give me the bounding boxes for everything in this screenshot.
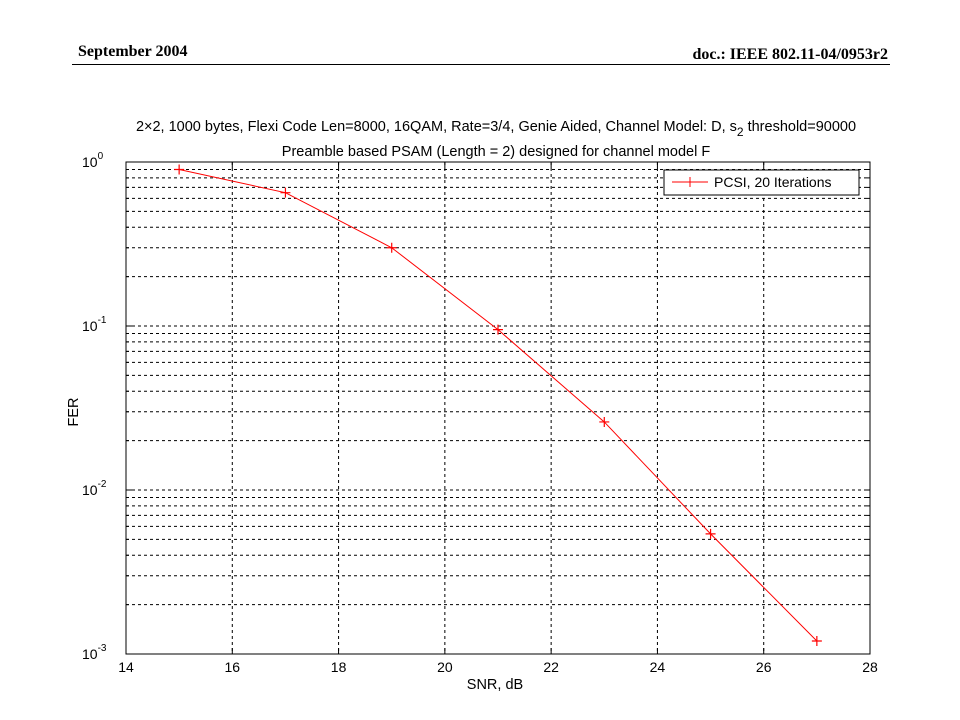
- header-doc-id: doc.: IEEE 802.11-04/0953r2: [692, 46, 888, 63]
- legend-marker-plus: [685, 177, 695, 187]
- data-point-marker: [280, 187, 291, 198]
- x-tick-label: 14: [118, 659, 134, 675]
- chart-title-subscript: 2: [737, 125, 744, 139]
- legend: PCSI, 20 Iterations: [663, 169, 860, 196]
- data-point-marker: [599, 416, 610, 427]
- y-tick-label: 10-2: [82, 479, 107, 498]
- x-tick-label: 18: [331, 659, 347, 675]
- x-tick-label: 20: [437, 659, 453, 675]
- header-divider: [72, 64, 890, 65]
- y-tick-label: 10-1: [82, 315, 107, 334]
- data-point-marker: [174, 164, 185, 175]
- data-point-marker: [811, 636, 822, 647]
- data-point-marker: [705, 528, 716, 539]
- series-line: [179, 169, 818, 642]
- chart-title-line2: Preamble based PSAM (Length = 2) designe…: [282, 144, 711, 160]
- legend-label: PCSI, 20 Iterations: [714, 174, 832, 190]
- x-axis-label: SNR, dB: [467, 677, 523, 693]
- axis-ticks: 14 16 18 20 22 24 26 28 100 10-1 10-2 10-3: [82, 151, 878, 675]
- x-tick-label: 28: [862, 659, 878, 675]
- data-point-marker: [386, 242, 397, 253]
- series-layer: [174, 164, 822, 647]
- x-tick-label: 22: [543, 659, 559, 675]
- x-tick-label: 26: [756, 659, 772, 675]
- y-tick-label: 10-3: [82, 643, 107, 662]
- x-tick-label: 24: [650, 659, 666, 675]
- data-point-marker: [493, 324, 503, 335]
- y-tick-label: 100: [82, 151, 104, 170]
- y-axis-label: FER: [66, 398, 82, 427]
- plot-area-frame: [125, 161, 871, 655]
- grid-lines: [126, 162, 870, 654]
- legend-box: [663, 169, 860, 196]
- chart-title-line1: 2×2, 1000 bytes, Flexi Code Len=8000, 16…: [136, 119, 856, 139]
- x-tick-label: 16: [224, 659, 240, 675]
- header-date: September 2004: [78, 43, 188, 60]
